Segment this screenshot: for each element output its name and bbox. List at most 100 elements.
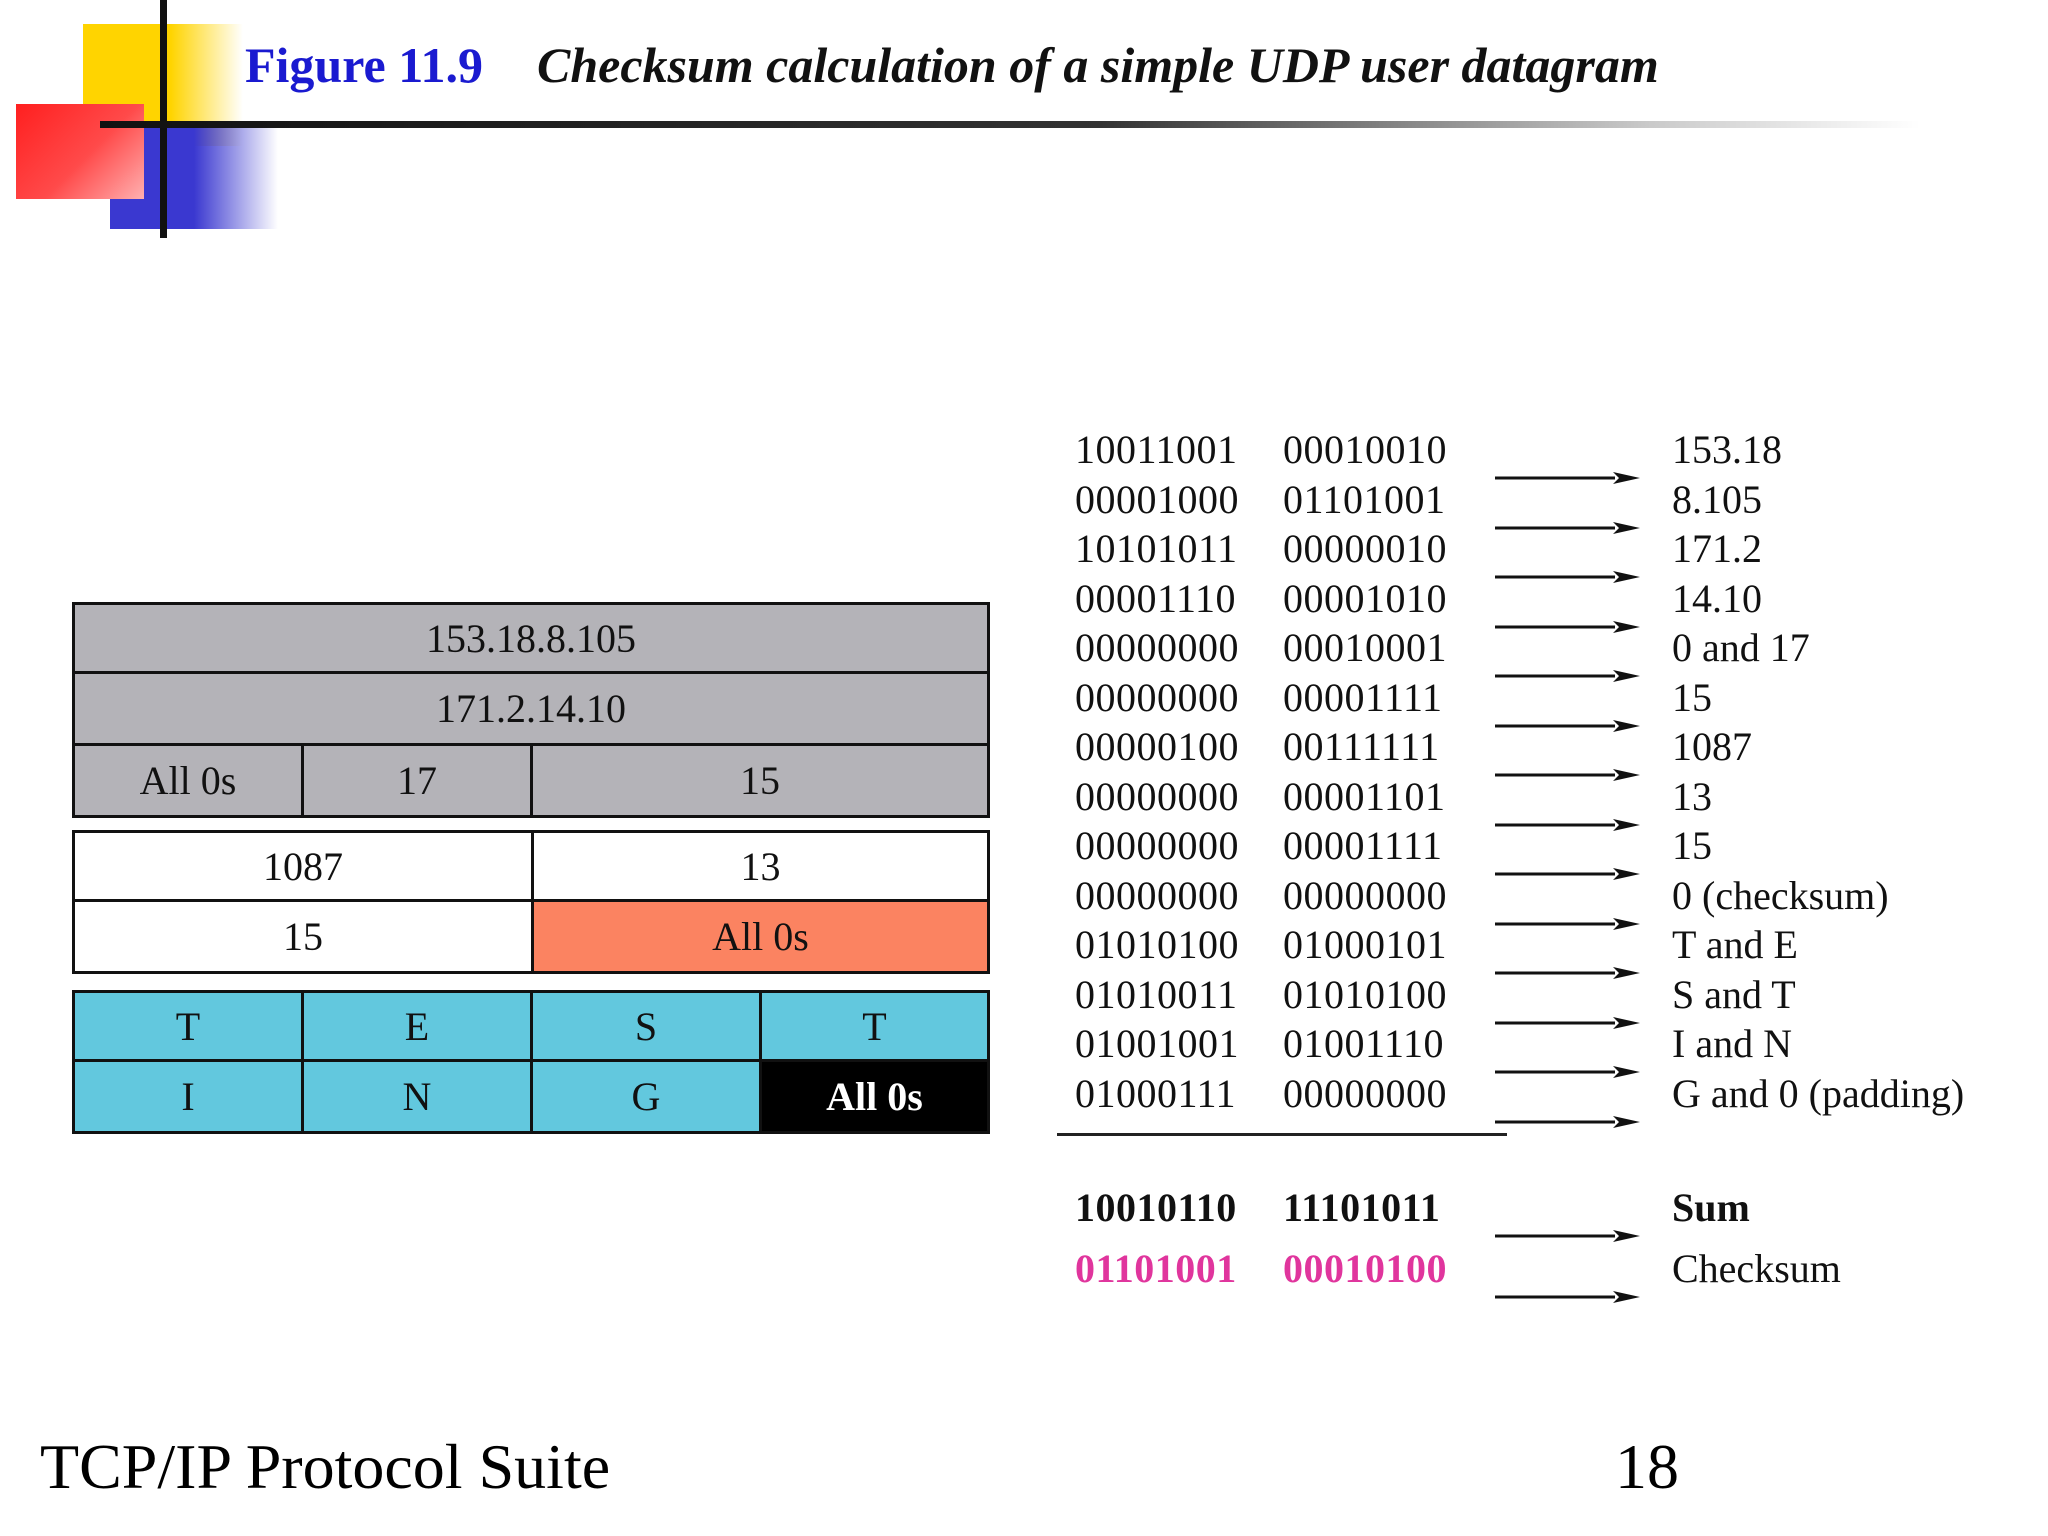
binary-word: 10011001 00010010 xyxy=(1075,426,1447,473)
binary-word: 00000000 00001101 xyxy=(1075,773,1445,820)
checksum-cell: All 0s xyxy=(531,899,990,974)
high-byte: 00001110 xyxy=(1075,575,1237,621)
decoded-value: 13 xyxy=(1672,773,1712,819)
decoded-value: 0 (checksum) xyxy=(1672,872,1889,918)
binary-word: 01000111 00000000 xyxy=(1075,1070,1447,1117)
arrow-right-icon xyxy=(1495,1267,1640,1303)
data-cell: G xyxy=(530,1059,762,1134)
arrow-right-icon xyxy=(1495,1206,1640,1242)
high-byte: 00000100 xyxy=(1075,724,1239,769)
arrow-right-icon xyxy=(1495,547,1640,583)
arrow-right-icon xyxy=(1495,1042,1640,1078)
figure-caption: Checksum calculation of a simple UDP use… xyxy=(536,37,1659,93)
data-cell: E xyxy=(301,990,533,1062)
data-cell: I xyxy=(72,1059,304,1134)
low-byte: 00000000 xyxy=(1283,1070,1447,1116)
udp-length-cell: 15 xyxy=(530,743,990,818)
binary-word: 01101001 00010100 xyxy=(1075,1245,1447,1292)
arrow-right-icon xyxy=(1495,646,1640,682)
high-byte: 10101011 xyxy=(1075,526,1238,571)
arrow-right-icon xyxy=(1495,1092,1640,1128)
binary-word: 00001000 01101001 xyxy=(1075,476,1445,523)
low-byte: 00111111 xyxy=(1283,724,1440,769)
binary-word: 00000000 00001111 xyxy=(1075,674,1442,721)
binary-word: 00001110 00001010 xyxy=(1075,575,1447,622)
title-underline xyxy=(100,121,1920,128)
decoded-value: T and E xyxy=(1672,922,1798,967)
binary-word: 01010100 01000101 xyxy=(1075,921,1447,968)
low-byte: 01000101 xyxy=(1283,922,1447,967)
udp-header-block: 1087 13 15 All 0s xyxy=(72,830,990,974)
arrow-right-icon xyxy=(1495,498,1640,534)
decoded-value: 15 xyxy=(1672,823,1712,868)
arrow-right-icon xyxy=(1495,943,1640,979)
decoded-value: 8.105 xyxy=(1672,476,1762,522)
source-port-cell: 1087 xyxy=(72,830,534,902)
arrow-right-icon xyxy=(1495,448,1640,484)
high-byte: 00000000 xyxy=(1075,625,1239,670)
decoded-value: 0 and 17 xyxy=(1672,625,1810,670)
high-byte: 01000111 xyxy=(1075,1070,1237,1116)
logo-vertical-line xyxy=(160,0,167,238)
decoded-value: 14.10 xyxy=(1672,575,1762,621)
high-byte: 00000000 xyxy=(1075,773,1239,819)
data-cell: T xyxy=(72,990,304,1062)
low-byte: 00010001 xyxy=(1283,625,1447,670)
low-byte: 00001010 xyxy=(1283,575,1447,621)
low-byte: 00010100 xyxy=(1283,1246,1447,1291)
calc-row: 10010110 11101011 Sum xyxy=(1075,1184,1975,1242)
length-cell: 15 xyxy=(72,899,534,974)
low-byte: 11101011 xyxy=(1283,1185,1441,1230)
pseudoheader-block: 153.18.8.105 171.2.14.10 All 0s 17 15 xyxy=(72,602,990,818)
data-cell: T xyxy=(759,990,990,1062)
binary-word: 01010011 01010100 xyxy=(1075,971,1447,1018)
arrow-right-icon xyxy=(1495,844,1640,880)
binary-word: 00000100 00111111 xyxy=(1075,723,1439,770)
binary-word: 01001001 01001110 xyxy=(1075,1020,1444,1067)
high-byte: 01101001 xyxy=(1075,1246,1237,1291)
arrow-right-icon xyxy=(1495,597,1640,633)
high-byte: 00000000 xyxy=(1075,674,1239,720)
decoded-value: Checksum xyxy=(1672,1246,1841,1291)
decoded-value: G and 0 (padding) xyxy=(1672,1070,1965,1116)
low-byte: 01101001 xyxy=(1283,476,1446,522)
calc-row: 01101001 00010100 Checksum xyxy=(1075,1245,1975,1303)
binary-word: 00000000 00001111 xyxy=(1075,822,1442,869)
binary-word: 00000000 00010001 xyxy=(1075,624,1447,671)
decoded-value: S and T xyxy=(1672,971,1796,1017)
high-byte: 10011001 xyxy=(1075,427,1238,472)
high-byte: 01010100 xyxy=(1075,922,1239,967)
binary-word: 10010110 11101011 xyxy=(1075,1184,1440,1231)
decoded-value: 1087 xyxy=(1672,724,1752,769)
source-ip-cell: 153.18.8.105 xyxy=(72,602,990,674)
data-cell: S xyxy=(530,990,762,1062)
padding-cell: All 0s xyxy=(759,1059,990,1134)
arrow-right-icon xyxy=(1495,696,1640,732)
arrow-right-icon xyxy=(1495,795,1640,831)
low-byte: 00001111 xyxy=(1283,674,1443,720)
logo-red-square xyxy=(16,104,144,199)
footer-suite: TCP/IP Protocol Suite xyxy=(40,1431,611,1502)
dest-port-cell: 13 xyxy=(531,830,990,902)
arrow-right-icon xyxy=(1495,894,1640,930)
decoded-value: 15 xyxy=(1672,674,1712,720)
arrow-right-icon xyxy=(1495,993,1640,1029)
dest-ip-cell: 171.2.14.10 xyxy=(72,671,990,746)
low-byte: 01010100 xyxy=(1283,971,1447,1017)
low-byte: 00000000 xyxy=(1283,872,1447,918)
low-byte: 00000010 xyxy=(1283,526,1447,571)
low-byte: 00001111 xyxy=(1283,823,1443,868)
high-byte: 00000000 xyxy=(1075,823,1239,868)
decoded-value: Sum xyxy=(1672,1185,1750,1230)
binary-word: 00000000 00000000 xyxy=(1075,872,1447,919)
binary-word: 10101011 00000010 xyxy=(1075,525,1447,572)
high-byte: 01001001 xyxy=(1075,1021,1239,1066)
figure-number: Figure 11.9 xyxy=(245,37,483,93)
low-byte: 00010010 xyxy=(1283,427,1447,472)
protocol-cell: 17 xyxy=(301,743,533,818)
slide-title: Figure 11.9 Checksum calculation of a sim… xyxy=(245,36,1659,94)
high-byte: 00001000 xyxy=(1075,476,1239,522)
high-byte: 00000000 xyxy=(1075,872,1239,918)
data-block: T E S T I N G All 0s xyxy=(72,990,990,1134)
low-byte: 00001101 xyxy=(1283,773,1446,819)
